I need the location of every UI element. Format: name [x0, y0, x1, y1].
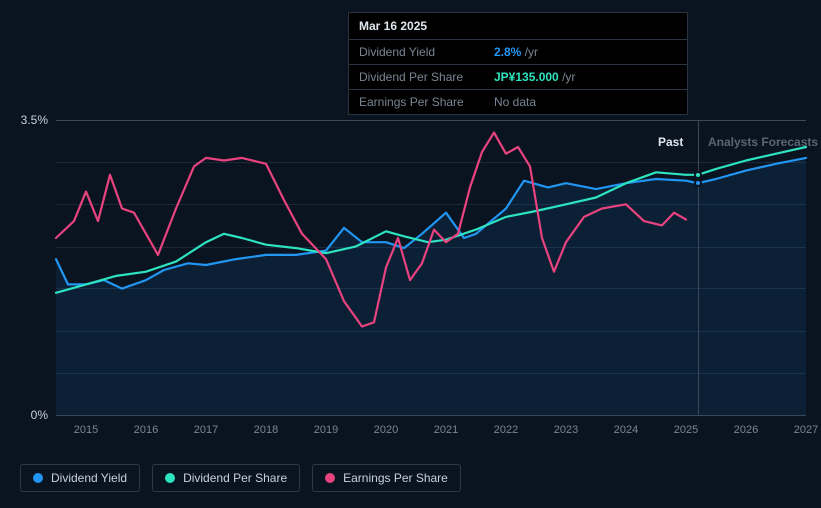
- x-axis-tick: 2017: [194, 424, 218, 436]
- plot-area[interactable]: 3.5% 0%: [56, 120, 806, 415]
- legend-item-earnings-per-share[interactable]: Earnings Per Share: [312, 464, 461, 492]
- x-axis-tick: 2021: [434, 424, 458, 436]
- legend-dot-icon: [325, 473, 335, 483]
- legend-label: Dividend Per Share: [183, 471, 287, 485]
- tooltip-date: Mar 16 2025: [349, 13, 687, 40]
- tooltip-row: Dividend Yield 2.8% /yr: [349, 40, 687, 65]
- legend-item-dividend-per-share[interactable]: Dividend Per Share: [152, 464, 300, 492]
- chart-tooltip: Mar 16 2025 Dividend Yield 2.8% /yr Divi…: [348, 12, 688, 115]
- x-axis-tick: 2016: [134, 424, 158, 436]
- legend-dot-icon: [165, 473, 175, 483]
- x-axis-tick: 2022: [494, 424, 518, 436]
- series-marker-icon: [694, 179, 702, 187]
- tooltip-value: JP¥135.000 /yr: [494, 70, 575, 84]
- gridline: [56, 415, 806, 416]
- x-axis-tick: 2027: [794, 424, 818, 436]
- y-axis-label-max: 3.5%: [21, 113, 48, 127]
- past-future-divider: [698, 120, 699, 415]
- x-axis-tick: 2024: [614, 424, 638, 436]
- chart-lines: [56, 120, 806, 415]
- tooltip-value: 2.8% /yr: [494, 45, 538, 59]
- x-axis-tick: 2025: [674, 424, 698, 436]
- chart-legend: Dividend Yield Dividend Per Share Earnin…: [20, 464, 461, 492]
- x-axis-tick: 2019: [314, 424, 338, 436]
- legend-dot-icon: [33, 473, 43, 483]
- tooltip-value: No data: [494, 95, 536, 109]
- tooltip-label: Dividend Yield: [359, 45, 494, 59]
- tooltip-row: Dividend Per Share JP¥135.000 /yr: [349, 65, 687, 90]
- forecast-label: Analysts Forecasts: [708, 135, 818, 149]
- x-axis-tick: 2020: [374, 424, 398, 436]
- x-axis-tick: 2015: [74, 424, 98, 436]
- past-label: Past: [658, 135, 683, 149]
- x-axis: 2015 2016 2017 2018 2019 2020 2021 2022 2023 2024…: [56, 420, 806, 440]
- tooltip-row: Earnings Per Share No data: [349, 90, 687, 114]
- series-marker-icon: [694, 171, 702, 179]
- legend-label: Dividend Yield: [51, 471, 127, 485]
- legend-label: Earnings Per Share: [343, 471, 448, 485]
- x-axis-tick: 2026: [734, 424, 758, 436]
- tooltip-label: Dividend Per Share: [359, 70, 494, 84]
- x-axis-tick: 2023: [554, 424, 578, 436]
- tooltip-label: Earnings Per Share: [359, 95, 494, 109]
- x-axis-tick: 2018: [254, 424, 278, 436]
- dividend-chart: Mar 16 2025 Dividend Yield 2.8% /yr Divi…: [0, 0, 821, 508]
- y-axis-label-min: 0%: [31, 408, 48, 422]
- legend-item-dividend-yield[interactable]: Dividend Yield: [20, 464, 140, 492]
